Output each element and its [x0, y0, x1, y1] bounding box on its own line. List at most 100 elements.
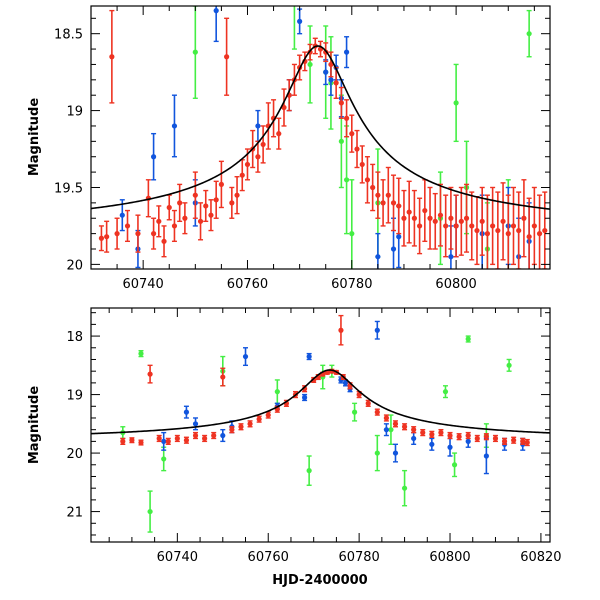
bottom-red-point-40 [447, 431, 453, 440]
bottom-red-point-16 [265, 411, 271, 419]
top-red-point-75 [510, 186, 517, 266]
top-blue-point-13 [343, 36, 350, 69]
top-red-point-22 [234, 176, 240, 215]
bottom-red-point-36 [411, 426, 417, 434]
bottom-x-tick-label: 60740 [157, 550, 198, 565]
bottom-green-point-17 [506, 358, 512, 372]
top-blue-point-2 [150, 132, 157, 181]
bottom-x-tick-label: 60820 [520, 550, 561, 565]
bottom-blue-point-13 [383, 423, 389, 437]
top-x-tick-label: 60780 [331, 277, 372, 292]
bottom-green-point-15 [465, 335, 471, 343]
top-red-point-20 [224, 17, 230, 96]
bottom-green-point-7 [320, 364, 326, 390]
top-red-point-57 [417, 197, 423, 255]
top-red-point-42 [338, 86, 344, 119]
top-red-point-71 [490, 186, 496, 266]
top-red-point-5 [135, 214, 141, 253]
top-red-point-38 [317, 40, 324, 58]
bottom-red-point-14 [247, 420, 253, 428]
bottom-red-point-11 [220, 367, 226, 387]
top-red-point-3 [114, 217, 120, 250]
top-red-point-2 [109, 9, 115, 104]
bottom-red-point-27 [338, 314, 344, 346]
top-red-point-73 [500, 182, 506, 261]
bottom-red-point-10 [211, 431, 217, 440]
bottom-y-tick-label: 21 [66, 506, 83, 521]
top-y-tick-label: 19 [66, 105, 83, 120]
bottom-red-point-12 [229, 426, 235, 434]
top-red-point-31 [281, 88, 287, 127]
top-red-point-59 [427, 186, 433, 250]
top-red-point-19 [218, 160, 224, 209]
bottom-blue-point-16 [429, 437, 435, 451]
top-red-point-62 [443, 194, 449, 258]
top-red-point-61 [437, 183, 444, 247]
bottom-green-point-9 [351, 402, 358, 422]
bottom-blue-point-12 [374, 320, 380, 340]
bottom-green-point-14 [451, 452, 458, 478]
bottom-y-tick-label: 20 [66, 447, 83, 462]
bottom-blue-point-8 [306, 352, 312, 361]
top-green-point-10 [453, 63, 459, 143]
bottom-green-point-2 [147, 490, 153, 533]
top-red-point-72 [495, 191, 501, 269]
bottom-red-point-15 [256, 415, 262, 423]
bottom-blue-point-3 [220, 428, 226, 443]
top-red-point-43 [343, 99, 350, 138]
bottom-y-tick-label: 19 [66, 389, 83, 404]
bottom-red-point-9 [202, 434, 208, 443]
top-green-point-6 [343, 125, 350, 235]
top-red-point-67 [469, 191, 475, 261]
bottom-x-tick-label: 60800 [429, 550, 470, 565]
bottom-red-point-41 [456, 433, 462, 441]
top-green-point-14 [526, 9, 532, 58]
bottom-red-point-33 [383, 414, 389, 422]
top-blue-point-8 [297, 8, 303, 35]
bottom-red-point-7 [183, 436, 190, 444]
bottom-red-point-13 [238, 423, 244, 431]
bottom-red-point-31 [365, 399, 371, 407]
bottom-x-axis-title: HJD-2400000 [272, 573, 367, 588]
top-red-point-60 [432, 192, 438, 250]
top-red-point-49 [375, 171, 381, 219]
bottom-red-point-42 [465, 431, 471, 440]
top-red-point-15 [197, 202, 204, 241]
bottom-blue-point-7 [301, 393, 308, 402]
top-red-point-51 [385, 166, 391, 224]
top-blue-point-3 [171, 94, 178, 158]
top-y-axis-title: Magnitude [27, 98, 42, 177]
top-red-point-63 [448, 186, 454, 250]
top-green-point-0 [192, 6, 198, 99]
top-x-tick-label: 60800 [435, 277, 476, 292]
bottom-green-point-6 [306, 455, 312, 486]
bottom-red-point-49 [524, 438, 530, 447]
top-red-point-65 [458, 186, 464, 256]
top-red-point-47 [364, 156, 371, 204]
top-plot-frame [90, 5, 551, 270]
top-red-point-10 [166, 194, 172, 221]
bottom-red-point-3 [147, 364, 153, 384]
top-red-point-50 [380, 179, 386, 227]
top-y-tick-label: 19.5 [54, 181, 83, 196]
bottom-blue-point-2 [192, 417, 199, 431]
top-blue-point-5 [213, 6, 219, 43]
top-red-point-80 [536, 194, 543, 269]
top-red-point-17 [208, 199, 214, 232]
bottom-red-point-34 [392, 420, 399, 428]
top-red-point-8 [156, 205, 162, 238]
bottom-red-point-48 [520, 437, 526, 446]
bottom-red-point-0 [120, 437, 126, 446]
bottom-panel: 60740 60760 60780 60800 60820 18 19 20 21 Magnit… [27, 307, 562, 588]
top-red-point-0 [98, 225, 105, 252]
bottom-red-point-47 [511, 436, 517, 444]
top-red-point-66 [463, 183, 470, 253]
bottom-red-point-32 [374, 408, 380, 416]
bottom-red-point-8 [192, 431, 199, 440]
top-green-point-7 [349, 179, 355, 269]
bottom-red-point-46 [501, 437, 508, 446]
top-red-point-77 [521, 179, 527, 258]
top-red-point-13 [182, 202, 188, 235]
top-red-point-30 [276, 117, 282, 150]
top-red-point-81 [542, 191, 548, 269]
